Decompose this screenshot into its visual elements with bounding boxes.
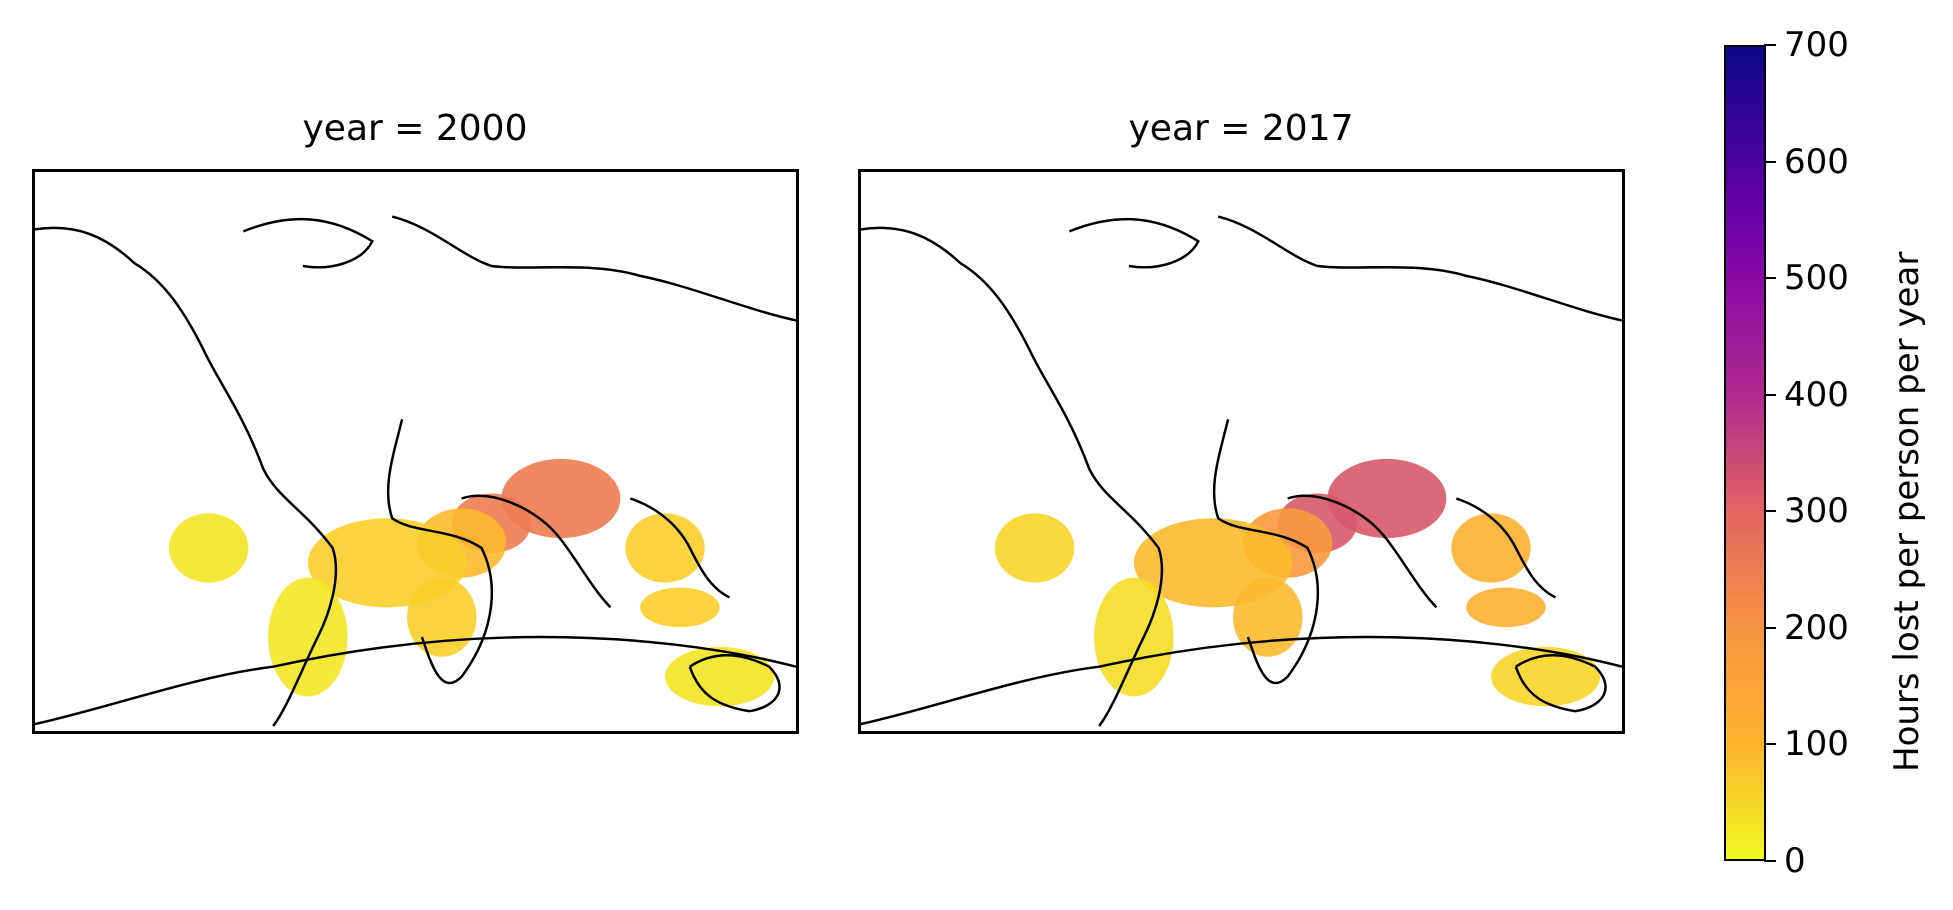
heat-region — [1327, 458, 1447, 539]
panel-title-2000: year = 2000 — [302, 108, 528, 149]
colorbar-tick-label: 0 — [1784, 841, 1806, 881]
colorbar-tick — [1764, 743, 1776, 746]
heat-region — [625, 513, 705, 583]
colorbar-tick-label: 100 — [1784, 724, 1849, 765]
heat-region — [994, 513, 1075, 583]
heat-region — [1233, 577, 1303, 657]
coastline — [1287, 494, 1438, 609]
coastline — [688, 654, 781, 713]
colorbar-tick — [1764, 160, 1776, 163]
world-map-2000 — [35, 215, 796, 727]
panel-title-2017: year = 2017 — [1128, 108, 1354, 149]
coastline — [861, 226, 1164, 727]
colorbar-tick — [1764, 860, 1776, 862]
coastline — [461, 494, 612, 609]
colorbar — [1724, 45, 1766, 861]
colorbar-tick-label: 700 — [1784, 25, 1849, 65]
map-panel-2017 — [858, 169, 1625, 734]
colorbar-tick-label: 600 — [1784, 141, 1849, 182]
heat-region — [640, 587, 720, 628]
heat-region — [168, 513, 249, 583]
coastline — [1212, 419, 1319, 685]
heat-region — [1451, 513, 1531, 583]
coastline — [386, 419, 493, 685]
map-panel-2000 — [32, 169, 799, 734]
coastline — [1068, 217, 1200, 269]
coastline — [629, 497, 731, 599]
coastline — [861, 635, 1622, 726]
heat-region — [665, 646, 775, 707]
heat-region — [407, 577, 477, 657]
heat-region — [268, 577, 348, 697]
coastline — [1455, 497, 1557, 599]
coastline — [1514, 654, 1607, 713]
colorbar-tick-label: 200 — [1784, 607, 1849, 648]
world-map-2017 — [861, 215, 1622, 727]
coastline — [391, 215, 796, 322]
colorbar-tick-label: 400 — [1784, 374, 1849, 415]
colorbar-tick — [1764, 393, 1776, 396]
colorbar-tick-label: 500 — [1784, 258, 1849, 299]
coastline — [1217, 215, 1622, 322]
colorbar-tick — [1764, 277, 1776, 280]
heat-region — [1094, 577, 1174, 697]
coastline — [35, 226, 338, 727]
colorbar-tick — [1764, 44, 1776, 46]
coastline — [242, 217, 374, 269]
heat-region — [501, 458, 621, 539]
colorbar-tick — [1764, 510, 1776, 513]
heat-region — [1466, 587, 1546, 628]
colorbar-tick — [1764, 626, 1776, 629]
heat-region — [1491, 646, 1601, 707]
colorbar-label: Hours lost per person per year — [1887, 251, 1927, 772]
coastline — [35, 635, 796, 726]
colorbar-tick-label: 300 — [1784, 491, 1849, 532]
